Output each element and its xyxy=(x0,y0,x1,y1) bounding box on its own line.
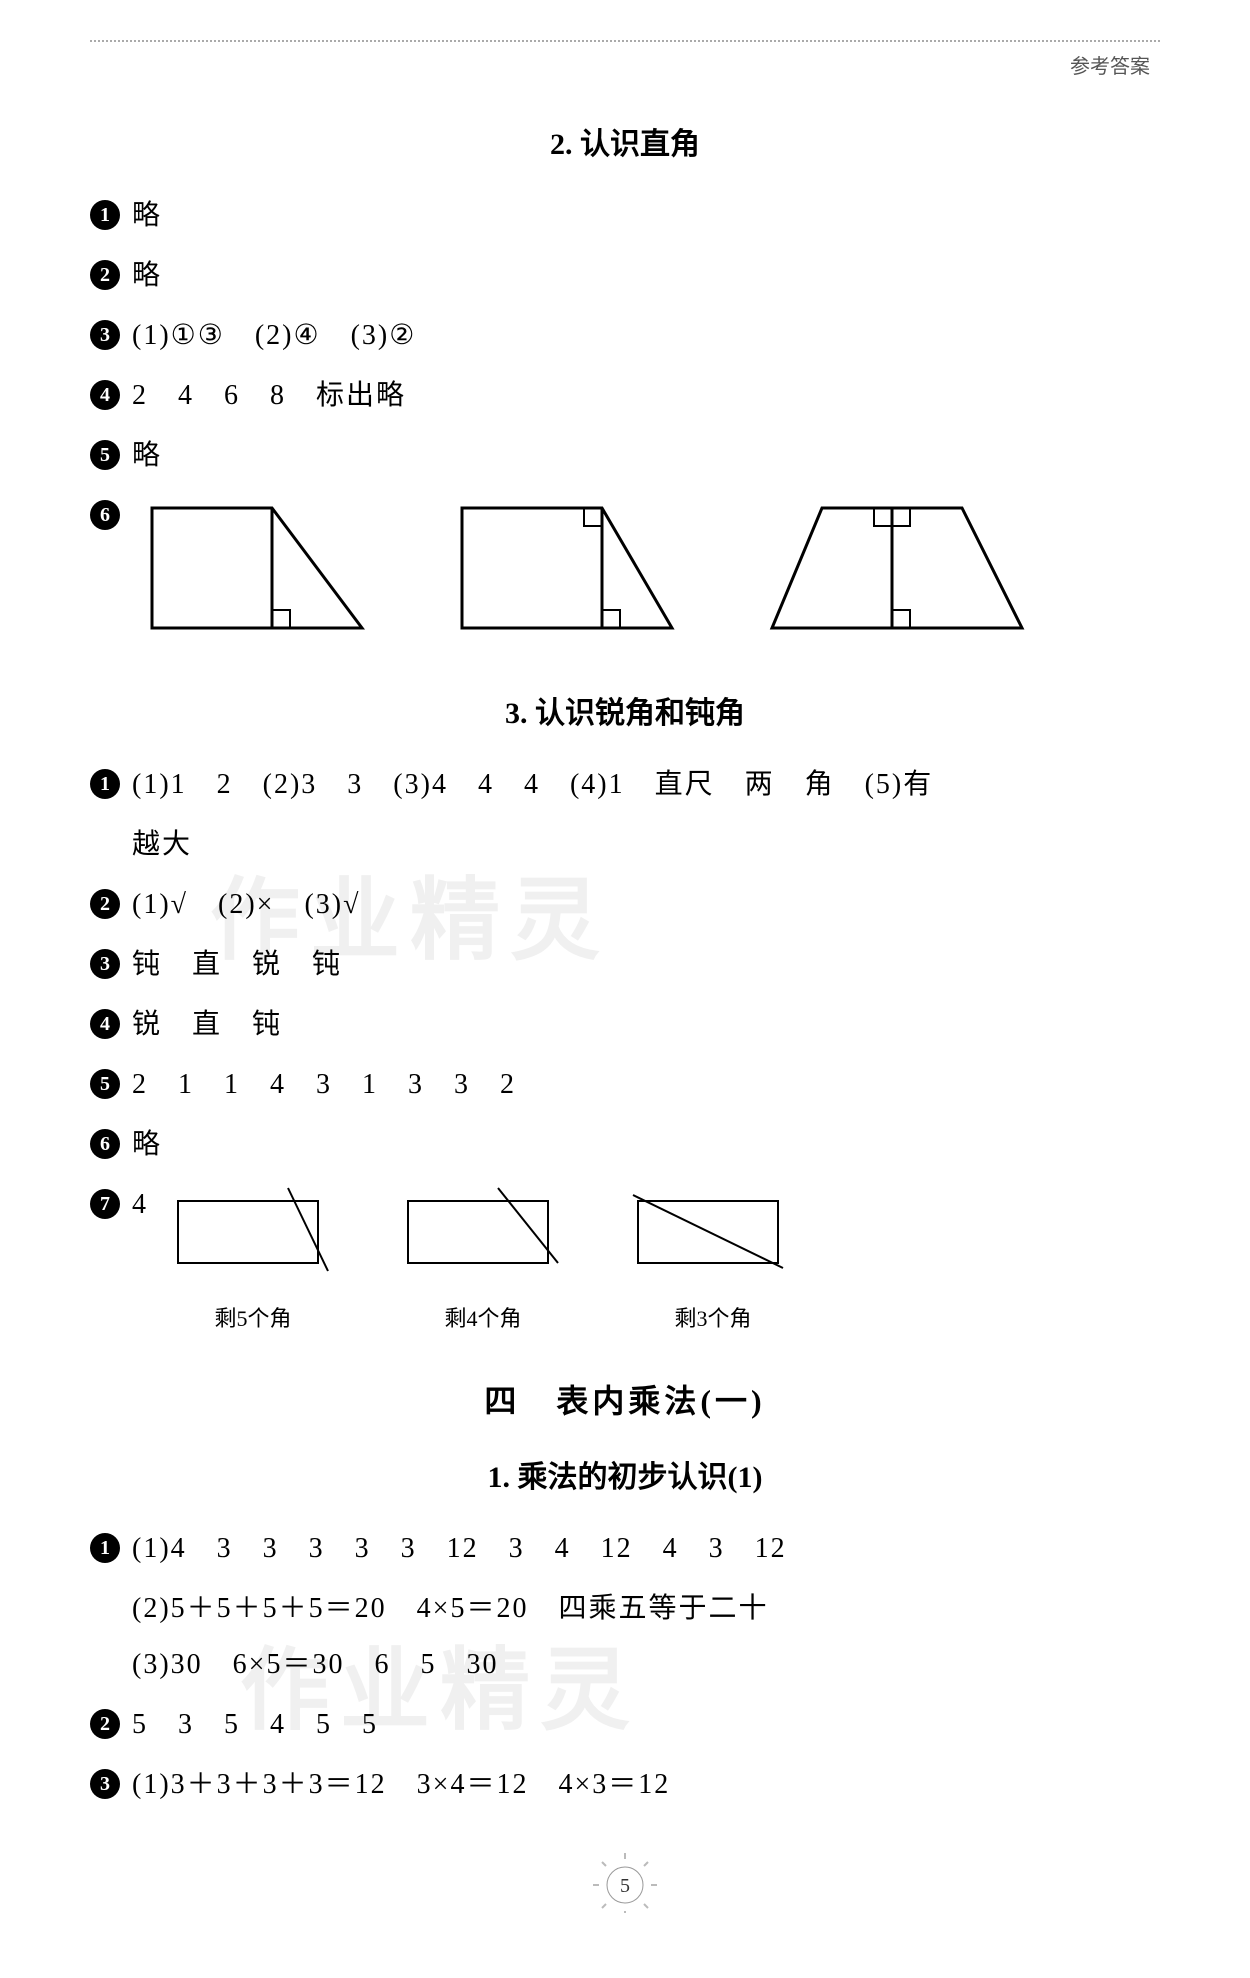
chapter-4-title: 四 表内乘法(一) xyxy=(90,1376,1160,1422)
answer-text: (1)1 2 (2)3 3 (3)4 4 4 (4)1 直尺 两 角 (5)有 xyxy=(132,757,1160,813)
s3-item-7: 7 4 剩5个角 剩4个角 xyxy=(90,1177,1160,1341)
answer-text: 2 4 6 8 标出略 xyxy=(132,368,1160,424)
bullet-icon: 2 xyxy=(90,1709,120,1739)
cut-rect-1-icon xyxy=(168,1183,338,1273)
section-3-title: 3. 认识锐角和钝角 xyxy=(90,688,1160,732)
s41-item-3: 3 (1)3＋3＋3＋3＝12 3×4＝12 4×3＝12 xyxy=(90,1757,1160,1813)
answer-text: (1)①③ (2)④ (3)② xyxy=(132,308,1160,364)
s2-item-5: 5 略 xyxy=(90,428,1160,484)
bullet-icon: 6 xyxy=(90,1129,120,1159)
rect-caption: 剩3个角 xyxy=(628,1297,798,1341)
rect-caption: 剩5个角 xyxy=(168,1297,338,1341)
bullet-icon: 2 xyxy=(90,889,120,919)
answer-text: 略 xyxy=(132,1117,1160,1173)
section-4-1-title: 1. 乘法的初步认识(1) xyxy=(90,1452,1160,1496)
answer-text: (1)√ (2)× (3)√ xyxy=(132,877,1160,933)
bullet-icon: 3 xyxy=(90,949,120,979)
section-2-title: 2. 认识直角 xyxy=(90,119,1160,163)
s2-item-3: 3 (1)①③ (2)④ (3)② xyxy=(90,308,1160,364)
s3-item-3: 3 钝 直 锐 钝 xyxy=(90,937,1160,993)
bullet-icon: 1 xyxy=(90,200,120,230)
s3-item-4: 4 锐 直 钝 xyxy=(90,997,1160,1053)
bullet-icon: 1 xyxy=(90,1533,120,1563)
bullet-icon: 5 xyxy=(90,440,120,470)
s2-item-1: 1 略 xyxy=(90,188,1160,244)
s41-item-1: 1 (1)4 3 3 3 3 3 12 3 4 12 4 3 12 xyxy=(90,1521,1160,1577)
trapezoid-3-icon xyxy=(762,498,1032,638)
header-label: 参考答案 xyxy=(90,50,1160,79)
bullet-icon: 6 xyxy=(90,500,120,530)
bullet-icon: 3 xyxy=(90,320,120,350)
rect-group-3: 剩3个角 xyxy=(628,1183,798,1341)
bullet-icon: 3 xyxy=(90,1769,120,1799)
watermark-zone-2: 作业精灵 (3)30 6×5＝30 6 5 30 2 5 3 5 4 5 5 xyxy=(90,1637,1160,1753)
answer-text: 略 xyxy=(132,428,1160,484)
trapezoid-2-icon xyxy=(452,498,682,638)
s41-item-2: 2 5 3 5 4 5 5 xyxy=(90,1697,1160,1753)
sun-icon: 5 xyxy=(590,1853,660,1913)
bullet-icon: 4 xyxy=(90,1009,120,1039)
s41-item-1b: (2)5＋5＋5＋5＝20 4×5＝20 四乘五等于二十 xyxy=(132,1581,1160,1637)
page-number-text: 5 xyxy=(620,1875,630,1897)
answer-text: 略 xyxy=(132,188,1160,244)
s2-item-6: 6 xyxy=(90,488,1160,658)
s3-item-5: 5 2 1 1 4 3 1 3 3 2 xyxy=(90,1057,1160,1113)
header-rule xyxy=(90,40,1160,42)
bullet-icon: 5 xyxy=(90,1069,120,1099)
rect-row: 剩5个角 剩4个角 剩3个角 xyxy=(168,1183,798,1341)
bullet-icon: 1 xyxy=(90,769,120,799)
bullet-icon: 7 xyxy=(90,1189,120,1219)
s41-item-1c: (3)30 6×5＝30 6 5 30 xyxy=(132,1637,1160,1693)
cut-rect-2-icon xyxy=(398,1183,568,1273)
page-number: 5 xyxy=(90,1853,1160,1918)
answer-text: 5 3 5 4 5 5 xyxy=(132,1697,1160,1753)
page-number-badge: 5 xyxy=(590,1853,660,1918)
rect-group-2: 剩4个角 xyxy=(398,1183,568,1341)
page: 参考答案 2. 认识直角 1 略 2 略 3 (1)①③ (2)④ (3)② 4… xyxy=(0,0,1250,1978)
answer-text: (1)4 3 3 3 3 3 12 3 4 12 4 3 12 xyxy=(132,1521,1160,1577)
answer-text: 锐 直 钝 xyxy=(132,997,1160,1053)
s3-item-1b: 越大 xyxy=(132,817,1160,873)
answer-text: 钝 直 锐 钝 xyxy=(132,937,1160,993)
s3-item-1: 1 (1)1 2 (2)3 3 (3)4 4 4 (4)1 直尺 两 角 (5)… xyxy=(90,757,1160,813)
s3-item-6: 6 略 xyxy=(90,1117,1160,1173)
rect-group-1: 剩5个角 xyxy=(168,1183,338,1341)
answer-text: (1)3＋3＋3＋3＝12 3×4＝12 4×3＝12 xyxy=(132,1757,1160,1813)
bullet-icon: 4 xyxy=(90,380,120,410)
rect-caption: 剩4个角 xyxy=(398,1297,568,1341)
s2-item-2: 2 略 xyxy=(90,248,1160,304)
answer-text: 2 1 1 4 3 1 3 3 2 xyxy=(132,1057,1160,1113)
trapezoid-1-icon xyxy=(142,498,372,638)
answer-text: 略 xyxy=(132,248,1160,304)
s2-item-4: 4 2 4 6 8 标出略 xyxy=(90,368,1160,424)
bullet-icon: 2 xyxy=(90,260,120,290)
s3-item-2: 2 (1)√ (2)× (3)√ xyxy=(90,877,1160,933)
cut-rect-3-icon xyxy=(628,1183,798,1273)
watermark-zone-1: 作业精灵 2 (1)√ (2)× (3)√ 3 钝 直 锐 钝 4 锐 直 钝 xyxy=(90,877,1160,1053)
shapes-row xyxy=(142,498,1032,638)
answer-text: 4 xyxy=(132,1177,148,1233)
